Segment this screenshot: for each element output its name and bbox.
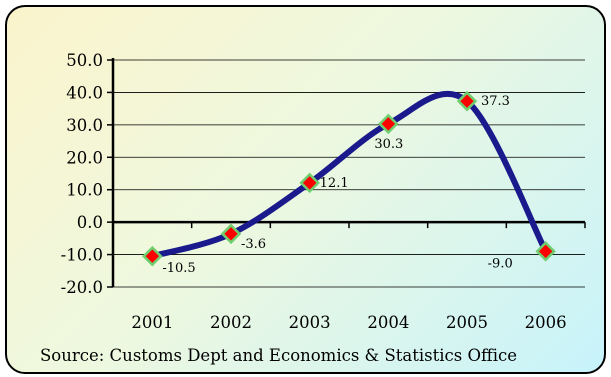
series-line-layer <box>149 90 549 260</box>
data-label: -9.0 <box>488 256 513 271</box>
x-tick-label: 2001 <box>131 313 173 332</box>
y-tick-label: 50.0 <box>66 51 103 70</box>
series-line <box>149 90 549 260</box>
data-label: -10.5 <box>162 261 195 276</box>
x-tick-label: 2002 <box>210 313 252 332</box>
x-tick-label: 2004 <box>367 313 409 332</box>
data-label: 12.1 <box>320 176 349 191</box>
data-markers <box>142 90 556 267</box>
x-tick-label: 2005 <box>446 313 488 332</box>
data-label: 30.3 <box>374 137 403 152</box>
y-tick-label: 40.0 <box>66 83 103 102</box>
data-label: -3.6 <box>241 237 266 252</box>
x-tick-label: 2003 <box>289 313 331 332</box>
data-label: 37.3 <box>481 94 510 109</box>
gridlines <box>113 59 585 288</box>
source-note: Source: Customs Dept and Economics & Sta… <box>40 346 517 365</box>
y-tick-label: -20.0 <box>61 278 103 297</box>
y-tick-label: 20.0 <box>66 148 103 167</box>
data-point-marker <box>220 223 242 245</box>
y-tick-label: 0.0 <box>77 213 103 232</box>
y-tick-label: -10.0 <box>61 246 103 265</box>
data-point-marker <box>456 90 478 112</box>
data-point-marker <box>142 245 163 267</box>
x-tick-label: 2006 <box>525 313 567 332</box>
data-point-marker <box>535 241 556 262</box>
axes: 50.0 40.0 30.0 20.0 10.0 0.0 -10.0 -20.0 2001 200… <box>61 51 586 332</box>
y-tick-label: 10.0 <box>66 181 103 200</box>
y-tick-label: 30.0 <box>66 116 103 135</box>
data-point-marker <box>378 113 399 135</box>
data-point-marker <box>299 172 320 194</box>
data-labels: -10.5 -3.6 12.1 30.3 37.3 -9.0 <box>162 94 512 276</box>
